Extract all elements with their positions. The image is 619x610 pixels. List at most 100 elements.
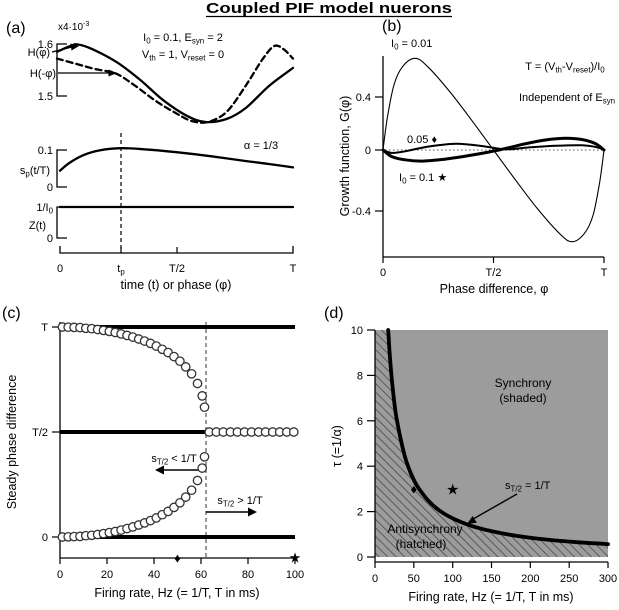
panel-a-sp-axis (56, 149, 67, 188)
panel-a-h-axis (56, 43, 67, 97)
figure-title: Coupled PIF model nuerons (206, 1, 452, 17)
axis-marker-diamond: ♦ (174, 551, 181, 566)
scatter-point-post-bifurcation-T/2 (288, 427, 299, 437)
panel-a-z-tick-0: 0 (47, 233, 53, 245)
panel-a-hphi-label: H(φ) (28, 47, 50, 59)
panel-b-indep-note: Independent of Esyn​ (519, 92, 615, 106)
scatter-point-upper-branch (175, 356, 185, 367)
panel-d-x-axis-label: Firing rate, Hz (= 1/T, T in ms) (408, 590, 573, 604)
panel-d-antisynchrony-label-1: Antisynchrony (387, 522, 462, 536)
panel-d-y-ticklabel-6: 6 (357, 416, 363, 428)
panel-a-cond2: Vth​ = 1, Vreset​ = 0 (142, 49, 224, 63)
panel-c-arrow-left-head (155, 465, 164, 475)
panel-b-eq-note: T = (Vth​-Vreset​)/I0​ (525, 61, 605, 75)
panel-d-x-ticklabel-200: 200 (521, 573, 539, 585)
panel-c-arrow-right-head (248, 507, 257, 517)
scatter-point-upper-branch (186, 368, 197, 379)
panel-a-z-label: Z(t) (29, 220, 46, 232)
panel-a-h-tick-16: 1.6 (38, 39, 53, 51)
panel-a-sp-label: sp​(t/T) (20, 165, 50, 179)
panel-d-synchrony-label-2: (shaded) (499, 391, 546, 405)
scatter-point-lower-branch (192, 475, 203, 486)
panel-b-x-ticklabel-t2: T/2 (486, 267, 502, 279)
panel-b-curve-label-01: I0​ = 0.1 ★ (399, 172, 447, 186)
panel-a-alpha-note: α = 1/3 (244, 140, 278, 152)
panel-c-x-ticklabel-0: 0 (57, 569, 63, 581)
axis-marker-star: ★ (289, 550, 302, 566)
series-b-2 (381, 136, 606, 163)
panel-b-x-ticklabel-0: 0 (380, 267, 386, 279)
scatter-point-lower-branch (199, 451, 210, 462)
panel-d-x-ticklabel-250: 250 (560, 573, 578, 585)
series-b-1 (382, 142, 605, 154)
panel-a-scale-note: x4·10-3​ (58, 19, 89, 33)
panel-b-x-axis-label: Phase difference, φ (440, 282, 549, 296)
panel-d-y-axis-label: τ (=1/α) (330, 425, 344, 467)
panel-b-x-ticklabel-t: T (601, 267, 608, 279)
boundary-curve (386, 328, 610, 546)
panel-c: (c) T T/2 0 Steady phase difference 0 20… (2, 305, 304, 600)
panel-d-hatched-region (375, 330, 608, 557)
panel-b-y-axis-label: Growth function, G(φ) (338, 96, 352, 217)
panel-d-y-ticklabel-10: 10 (351, 325, 363, 337)
panel-c-y-ticklabel-T2: T/2 (32, 427, 48, 439)
panel-b-label: (b) (382, 18, 402, 35)
panel-d-y-ticklabel-0: 0 (357, 552, 363, 564)
panel-d-x-ticklabel-150: 150 (482, 573, 500, 585)
panel-a-hmphi-label: H(-φ) (30, 68, 56, 80)
panel-c-x-ticklabel-40: 40 (148, 569, 160, 581)
panel-c-x-ticklabel-80: 80 (242, 569, 254, 581)
panel-a-x-ticklabel-tp: tp​ (117, 263, 125, 277)
panel-b: (b) 0.4 0 -0.4 Growth function, G(φ) 0 T… (338, 18, 615, 296)
panel-b-curve-label-001: I0​ = 0.01 (391, 38, 432, 52)
panel-c-label: (c) (2, 305, 21, 322)
panel-a-sp-tick-0: 0 (47, 182, 53, 194)
panel-c-y-ticklabel-0: 0 (42, 532, 48, 544)
panel-a-label: (a) (6, 20, 26, 37)
panel-b-y-ticklabel-m04: -0.4 (352, 206, 371, 218)
panel-c-x-axis-label: Firing rate, Hz (= 1/T, T in ms) (94, 586, 259, 600)
panel-a-h-tick-15: 1.5 (38, 91, 53, 103)
panel-c-y-ticklabel-T: T (41, 322, 48, 334)
panel-d-x-ticklabel-300: 300 (599, 573, 617, 585)
curves-a-h (55, 43, 295, 124)
panel-d-label: (d) (324, 305, 344, 322)
scatter-point-lower-branch (180, 492, 191, 502)
panel-a-z-tick-1i0: 1/I0​ (36, 202, 53, 216)
curves-d: ♦ ★ (386, 328, 610, 546)
panel-d-y-ticklabel-8: 8 (357, 370, 363, 382)
panel-b-curve-label-005: 0.05 ♦ (407, 134, 437, 146)
panel-a-x-axis-label: time (t) or phase (φ) (121, 278, 232, 292)
curves-c: ♦ ★ (57, 322, 302, 566)
panel-a: (a) x4·10-3​ 1.6 1.5 H(φ) H(-φ) I0​ = 0.… (6, 19, 297, 292)
panel-c-x-ticklabel-60: 60 (195, 569, 207, 581)
panel-c-x-ticklabel-100: 100 (286, 569, 304, 581)
panel-a-sp-tick-01: 0.1 (38, 145, 53, 157)
panel-d-y-ticklabel-4: 4 (357, 461, 363, 473)
panel-d-x-ticklabel-0: 0 (372, 573, 378, 585)
panel-c-y-axis-label: Steady phase difference (5, 375, 19, 510)
region-marker-star: ★ (446, 481, 459, 498)
panel-a-z-axis (56, 206, 67, 239)
region-marker-diamond: ♦ (411, 482, 418, 497)
panel-d-boundary-arrow-line (473, 493, 518, 520)
series-a_H-1 (55, 44, 295, 124)
panel-d-x-ticklabel-50: 50 (408, 573, 420, 585)
panel-d-boundary-arrowhead (467, 516, 477, 524)
curves-b (381, 57, 606, 243)
panel-d: (d) ♦ ★ 10 8 6 4 2 0 τ (=1/α) 0 50 100 15… (324, 305, 617, 604)
scatter-point-upper-branch (197, 391, 208, 401)
panel-c-arrow-right-label: sT/2​ > 1/T (217, 495, 263, 509)
scatter-point-lower-branch (175, 497, 185, 508)
panel-d-x-ticklabel-100: 100 (444, 573, 462, 585)
scatter-point-upper-branch (199, 402, 210, 413)
curves-a-sp (58, 147, 295, 172)
panel-d-boundary-label: sT/2​ = 1/T (505, 480, 551, 494)
panel-b-y-ticklabel-04: 0.4 (356, 92, 371, 104)
panel-a-x-ticklabel-0: 0 (57, 263, 63, 275)
panel-a-cond1: I0​ = 0.1, Esyn​ = 2 (143, 32, 223, 46)
panel-a-x-ticklabel-t2: T/2 (169, 263, 185, 275)
series-a_sp-0 (58, 147, 295, 172)
